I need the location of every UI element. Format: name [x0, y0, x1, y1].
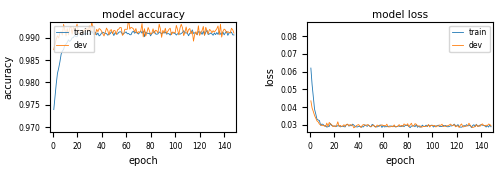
train	[189, 29, 195, 31]
train	[161, 32, 167, 34]
dev	[231, 32, 237, 34]
train	[51, 109, 57, 111]
Line: dev: dev	[54, 19, 234, 50]
dev	[419, 126, 425, 128]
dev	[342, 125, 348, 127]
train	[320, 123, 326, 125]
train	[178, 32, 184, 34]
train	[85, 33, 91, 35]
dev	[436, 124, 442, 126]
dev	[320, 125, 326, 127]
train	[342, 126, 348, 128]
dev	[63, 35, 69, 37]
dev	[399, 124, 405, 126]
train	[394, 126, 400, 128]
train	[436, 126, 442, 128]
dev	[138, 30, 144, 32]
Y-axis label: accuracy: accuracy	[3, 55, 13, 99]
Line: dev: dev	[311, 101, 491, 128]
Legend: train, dev: train, dev	[449, 26, 489, 52]
dev	[308, 100, 314, 102]
train	[140, 30, 146, 32]
Title: model accuracy: model accuracy	[102, 10, 185, 20]
Y-axis label: loss: loss	[265, 67, 275, 86]
train	[231, 34, 237, 36]
Legend: train, dev: train, dev	[54, 26, 94, 52]
dev	[395, 125, 401, 127]
dev	[141, 28, 147, 30]
dev	[51, 49, 57, 51]
train	[397, 126, 403, 128]
X-axis label: epoch: epoch	[128, 156, 158, 166]
train	[63, 43, 69, 45]
X-axis label: epoch: epoch	[385, 156, 415, 166]
dev	[351, 127, 357, 129]
dev	[162, 27, 168, 29]
train	[419, 124, 425, 126]
dev	[179, 27, 185, 29]
train	[308, 67, 314, 69]
Title: model loss: model loss	[372, 10, 428, 20]
dev	[85, 30, 91, 32]
train	[407, 127, 413, 129]
train	[137, 32, 143, 34]
Line: train: train	[311, 68, 491, 128]
Line: train: train	[54, 30, 234, 110]
dev	[488, 125, 494, 127]
train	[488, 126, 494, 128]
dev	[126, 18, 132, 20]
